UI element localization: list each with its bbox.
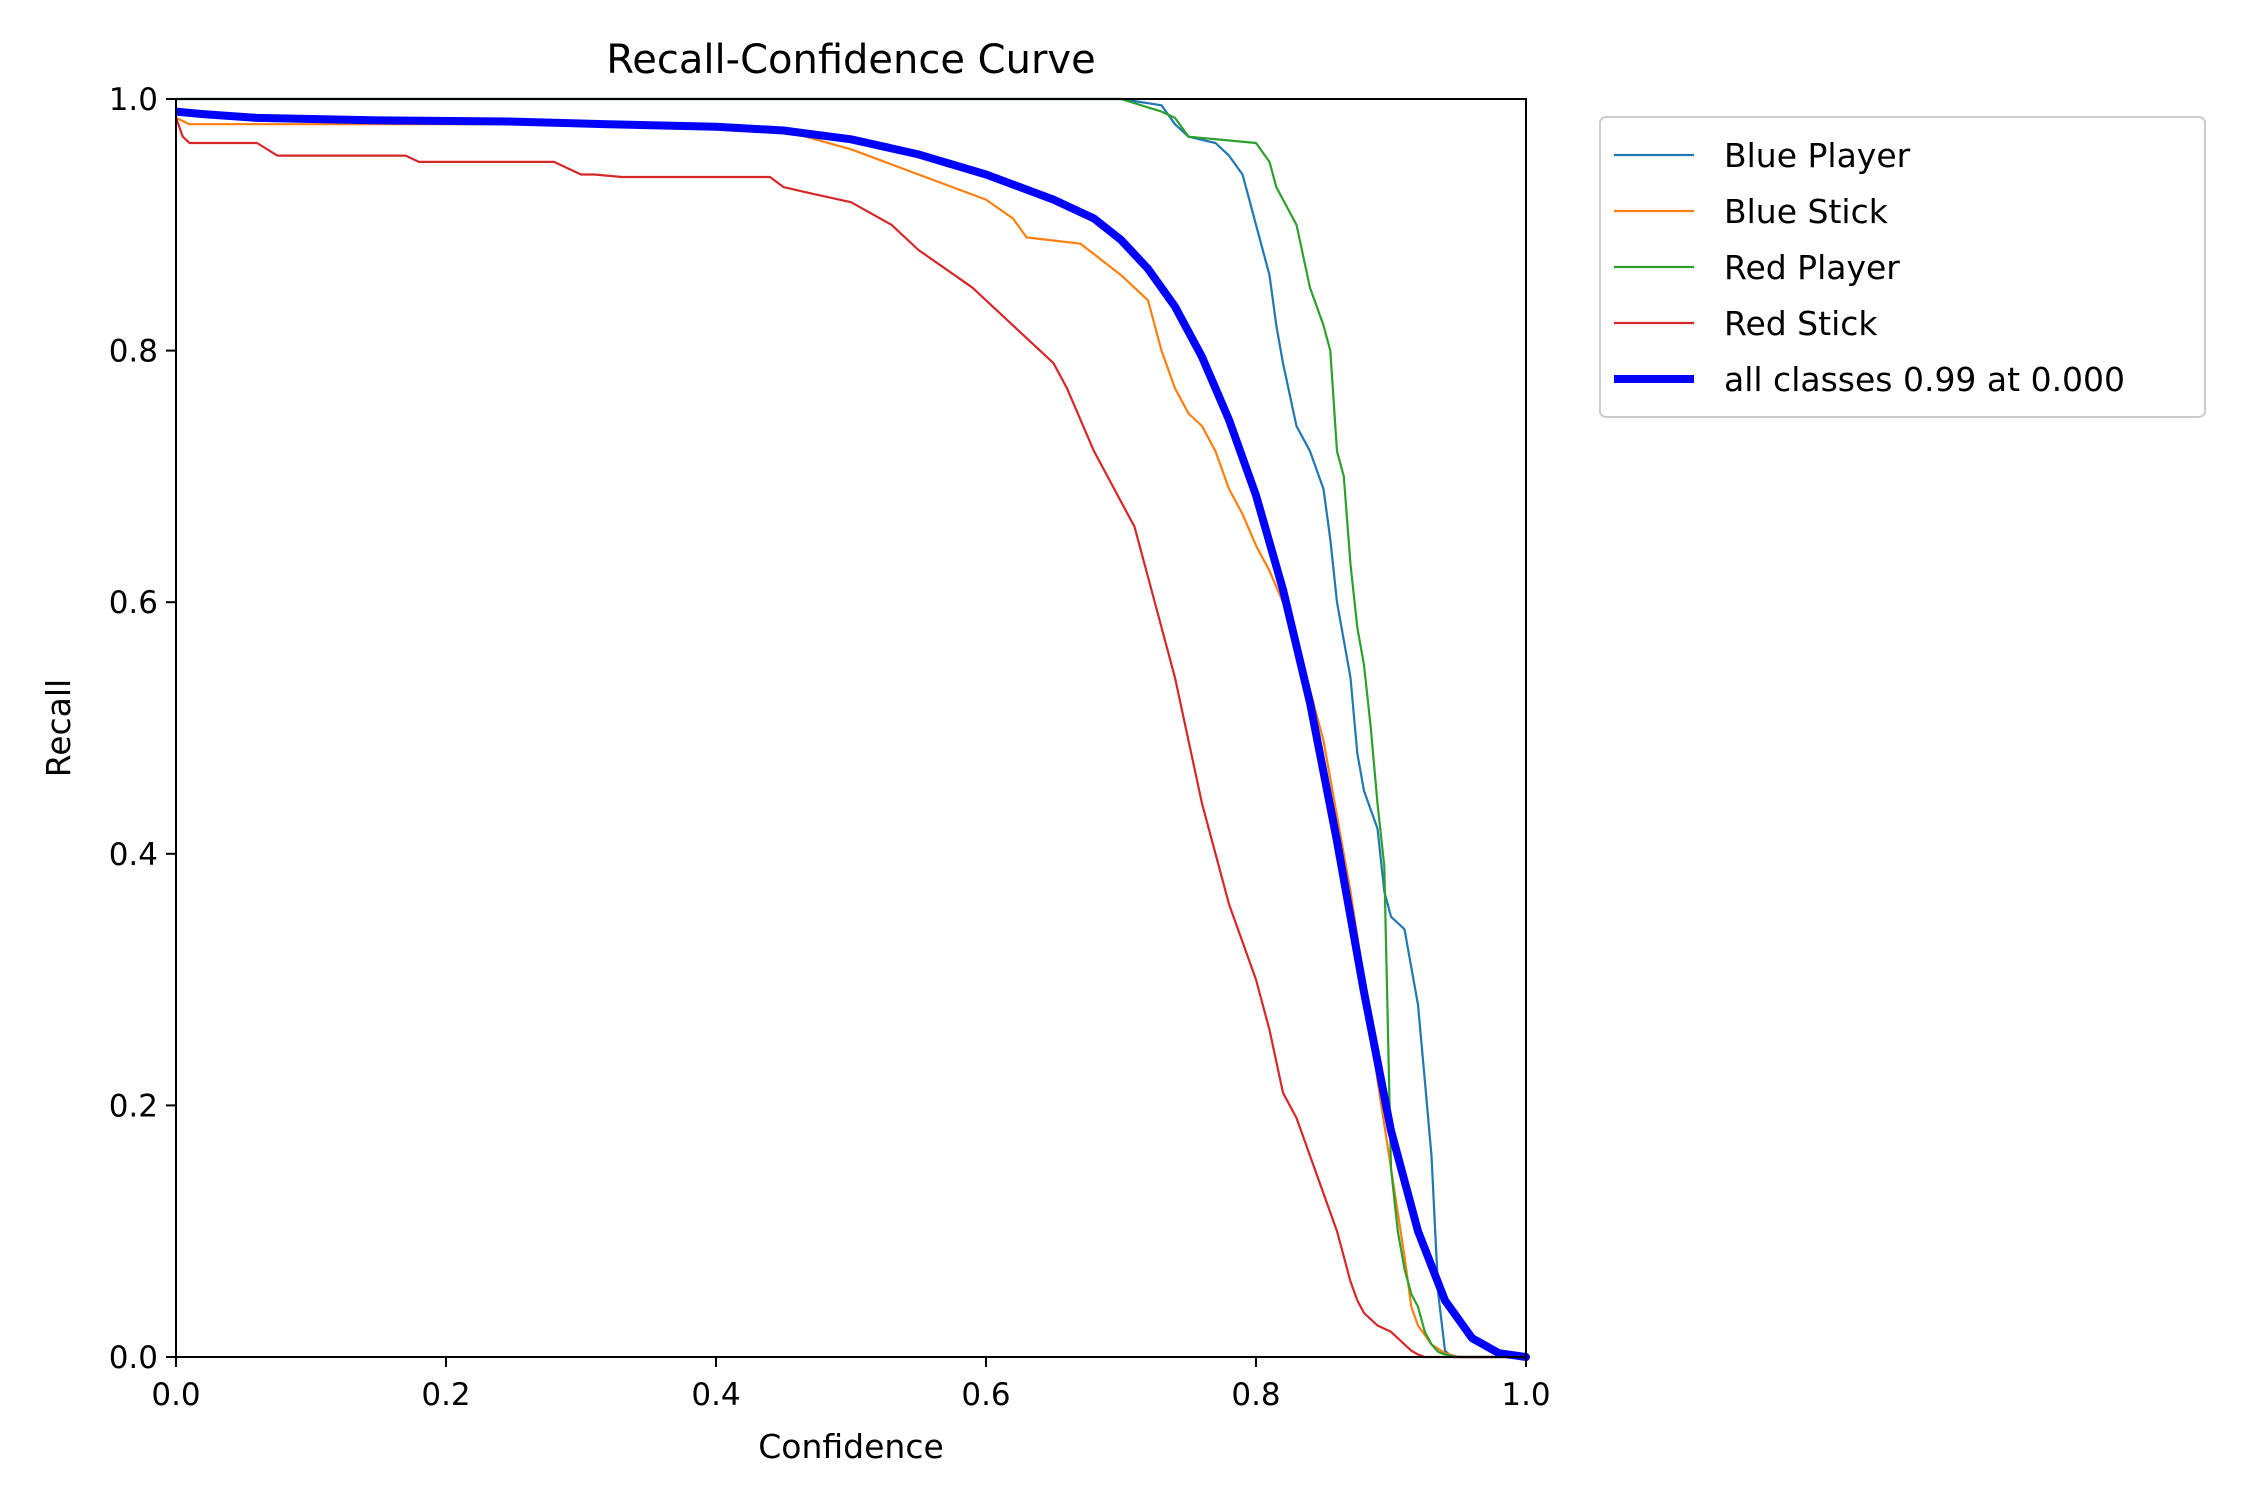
series-line-red-stick (176, 116, 1528, 1359)
y-tick-label: 0.6 (109, 585, 158, 621)
x-tick-label: 0.6 (961, 1377, 1010, 1413)
x-axis-label: Confidence (758, 1427, 944, 1466)
legend-box (1599, 116, 2206, 418)
legend-label-blue-player: Blue Player (1724, 136, 1911, 175)
chart-title: Recall-Confidence Curve (606, 37, 1095, 83)
series-line-all-classes-0-99-at-0-000 (176, 107, 1530, 1361)
legend: Blue Player Blue Stick Red Player Red Stick… (1599, 116, 2206, 418)
x-tick-label: 1.0 (1501, 1377, 1550, 1413)
y-tick-label: 0.8 (109, 334, 158, 370)
x-tick-label: 0.0 (151, 1377, 200, 1413)
axis-ticks: 0.0 0.2 0.4 0.6 0.8 1.0 0.0 0.2 0.4 0.6 0.8 1.0 (109, 82, 1551, 1413)
plot-lines (176, 97, 1530, 1361)
y-tick-label: 0.4 (109, 837, 158, 873)
legend-label-red-player: Red Player (1724, 248, 1900, 287)
legend-label-all-classes-0-99-at-0-000: all classes 0.99 at 0.000 (1724, 360, 2125, 399)
legend-label-blue-stick: Blue Stick (1724, 192, 1889, 231)
y-axis-label: Recall (39, 679, 78, 777)
x-tick-label: 0.2 (421, 1377, 470, 1413)
series-line-blue-stick (176, 116, 1528, 1359)
plot-frame (175, 98, 1527, 1358)
y-tick-label: 0.0 (109, 1340, 158, 1376)
y-tick-label: 0.2 (109, 1088, 158, 1124)
series-line-blue-player (176, 97, 1528, 1359)
x-tick-label: 0.4 (691, 1377, 740, 1413)
legend-label-red-stick: Red Stick (1724, 304, 1878, 343)
x-tick-label: 0.8 (1231, 1377, 1280, 1413)
series-line-red-player (176, 97, 1528, 1359)
y-tick-label: 1.0 (109, 82, 158, 118)
